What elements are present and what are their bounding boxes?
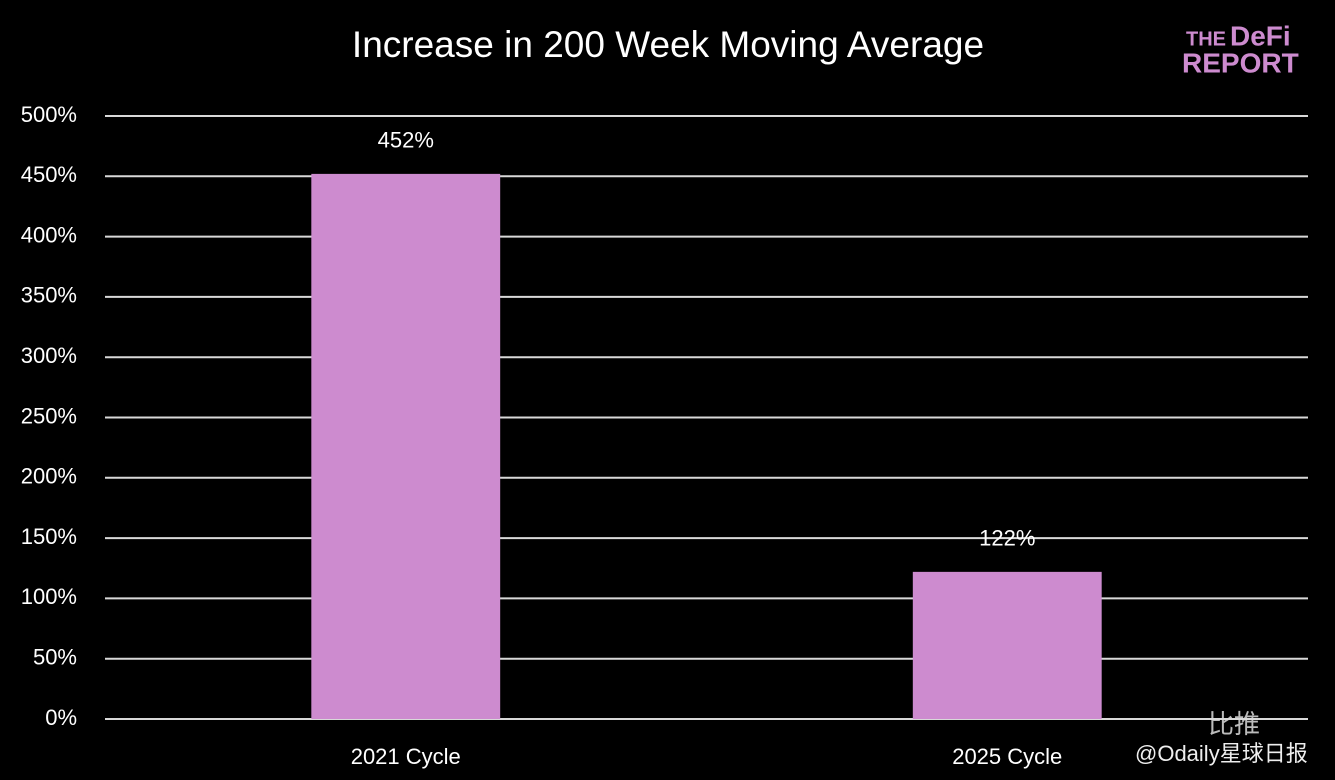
bar xyxy=(912,571,1102,719)
y-tick-label: 100% xyxy=(21,584,77,609)
y-tick-label: 350% xyxy=(21,283,77,308)
y-tick-label: 250% xyxy=(21,403,77,428)
data-label: 122% xyxy=(979,526,1035,551)
logo-text: DeFi xyxy=(1230,20,1291,51)
logo-text: THE xyxy=(1186,28,1226,50)
y-tick-label: 50% xyxy=(33,645,77,670)
watermark: 比推 xyxy=(1208,709,1260,739)
chart-title: Increase in 200 Week Moving Average xyxy=(352,24,984,65)
y-tick-label: 300% xyxy=(21,343,77,368)
logo-text: REPORT xyxy=(1182,47,1299,78)
y-tick-label: 400% xyxy=(21,222,77,247)
y-tick-label: 500% xyxy=(21,102,77,127)
watermark: @Odaily星球日报 xyxy=(1135,741,1308,766)
y-tick-label: 0% xyxy=(45,705,77,730)
x-tick-label: 2021 Cycle xyxy=(351,744,461,769)
y-tick-label: 450% xyxy=(21,162,77,187)
data-label: 452% xyxy=(378,128,434,153)
bar xyxy=(311,173,501,719)
y-tick-label: 200% xyxy=(21,464,77,489)
y-tick-label: 150% xyxy=(21,524,77,549)
x-tick-label: 2025 Cycle xyxy=(952,744,1062,769)
